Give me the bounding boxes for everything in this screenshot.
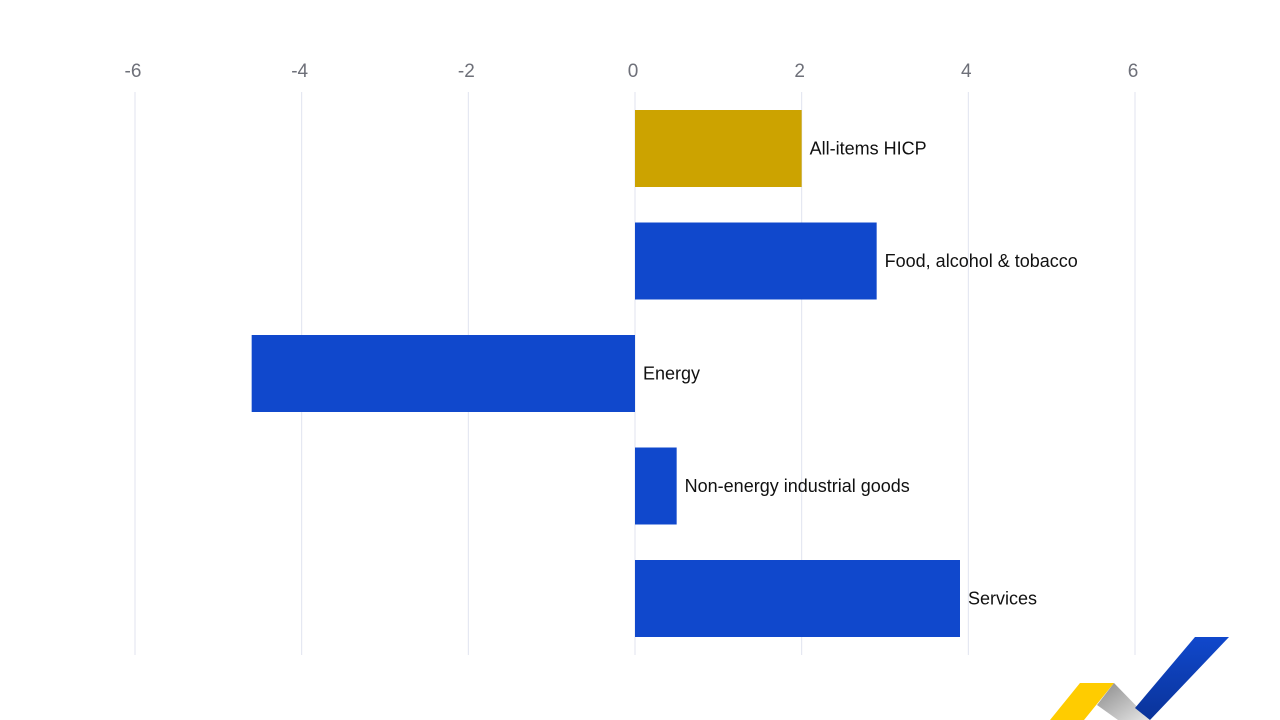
x-tick-label: -6 [125, 61, 142, 82]
bar-label: Non-energy industrial goods [685, 476, 910, 496]
x-axis-ticks: -6 -4 -2 0 2 4 6 [125, 61, 1139, 82]
x-tick-label: 6 [1128, 61, 1139, 82]
bar-label: Food, alcohol & tobacco [885, 251, 1078, 271]
bar [635, 560, 960, 637]
logo-gray-stripe [1097, 683, 1150, 720]
bar-label: Services [968, 589, 1037, 609]
bar-label: Energy [643, 364, 700, 384]
bars [251, 110, 960, 637]
logo-yellow-stripe [1050, 683, 1114, 720]
logo [1050, 637, 1229, 720]
x-tick-label: 4 [961, 61, 972, 82]
bar [635, 110, 802, 187]
bar [251, 335, 635, 412]
bar-labels: All-items HICP Food, alcohol & tobacco Ene… [643, 139, 1078, 609]
x-tick-label: -2 [458, 61, 475, 82]
bar [635, 222, 877, 300]
logo-blue-stripe [1135, 637, 1229, 720]
x-tick-label: 0 [628, 61, 639, 82]
x-tick-label: 2 [794, 61, 805, 82]
x-tick-label: -4 [291, 61, 308, 82]
bar-label: All-items HICP [810, 139, 927, 159]
bar [635, 447, 677, 525]
